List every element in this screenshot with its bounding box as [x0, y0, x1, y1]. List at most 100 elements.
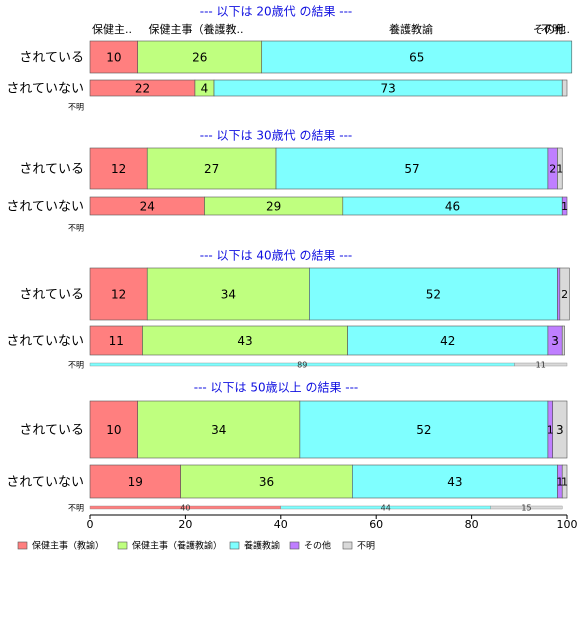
bar-segment — [309, 267, 558, 321]
x-tick-label: 60 — [369, 518, 383, 531]
row-label: されている — [19, 423, 84, 438]
bar-segment — [89, 267, 148, 321]
value-label: 10 — [106, 51, 121, 65]
value-label: 1 — [547, 424, 554, 437]
value-label: 10 — [106, 423, 121, 437]
header-label-1: 保健主事（養護教.. — [149, 22, 244, 36]
x-tick-label: 20 — [178, 518, 192, 531]
value-label: 26 — [192, 51, 207, 65]
panel-title-1: --- 以下は 30歳代 の結果 --- — [200, 129, 353, 143]
row-label: されていない — [6, 200, 84, 215]
bar-segment — [137, 400, 301, 459]
value-label: 3 — [556, 423, 564, 437]
header-label-2: 養護教諭 — [389, 22, 433, 36]
row-label: されている — [19, 162, 84, 177]
row-label: されている — [19, 288, 84, 303]
legend-swatch — [342, 541, 353, 550]
legend-swatch — [229, 541, 240, 550]
value-label: 4 — [201, 82, 209, 96]
unknown-bar-segment — [514, 362, 568, 367]
value-label: 3 — [551, 334, 559, 348]
legend-swatch — [289, 541, 300, 550]
bar-segment — [142, 325, 348, 356]
unknown-value-label: 89 — [297, 361, 307, 370]
bar-segment — [180, 464, 353, 499]
bar-segment — [275, 147, 549, 190]
bar-segment — [352, 464, 558, 499]
unknown-value-label: 40 — [180, 504, 190, 513]
legend-label: 養護教諭 — [244, 540, 280, 552]
panel-title-0: --- 以下は 20歳代 の結果 --- — [200, 5, 353, 19]
bar-segment — [89, 400, 139, 459]
row-label: されていない — [6, 475, 84, 490]
value-label: 73 — [380, 82, 395, 96]
value-label: 34 — [221, 288, 236, 302]
x-tick-label: 40 — [274, 518, 288, 531]
legend-swatch — [17, 541, 28, 550]
x-tick-label: 0 — [87, 518, 94, 531]
bar-segment — [552, 400, 568, 459]
value-label: 1 — [561, 200, 568, 213]
panel-title-3: --- 以下は 50歳以上 の結果 --- — [194, 381, 359, 395]
value-label: 52 — [426, 288, 441, 302]
value-label: 12 — [111, 162, 126, 176]
bar-segment — [557, 267, 561, 321]
bar-segment — [146, 147, 277, 190]
row-label: されていない — [6, 334, 84, 349]
bar-segment — [561, 196, 568, 216]
bar-segment — [561, 325, 565, 356]
value-label: 1 — [556, 476, 563, 489]
bar-segment — [146, 267, 310, 321]
value-label: 12 — [111, 288, 126, 302]
value-label: 1 — [561, 476, 568, 489]
x-tick-label: 100 — [557, 518, 578, 531]
unknown-value-label: 44 — [381, 504, 391, 513]
legend-label: 不明 — [357, 541, 375, 552]
bar-segment — [557, 147, 563, 190]
unknown-row-label: 不明 — [68, 504, 84, 513]
value-label: 1 — [556, 163, 563, 176]
bar-segment — [89, 464, 181, 499]
value-label: 42 — [440, 334, 455, 348]
unknown-row-label: 不明 — [68, 224, 84, 233]
value-label: 24 — [140, 200, 155, 214]
value-label: 43 — [237, 334, 252, 348]
value-label: 65 — [409, 51, 424, 65]
value-label: 34 — [211, 423, 226, 437]
bar-segment — [137, 40, 263, 74]
unknown-value-label: 11 — [536, 361, 546, 370]
legend-swatch — [117, 541, 128, 550]
bar-segment — [299, 400, 549, 459]
x-tick-label: 80 — [465, 518, 479, 531]
row-label: されていない — [6, 82, 84, 97]
bar-segment — [561, 79, 568, 97]
bar-segment — [89, 325, 143, 356]
value-label: 22 — [135, 82, 150, 96]
header-label-4: 不明.. — [541, 23, 570, 36]
legend-label: その他 — [304, 540, 331, 552]
legend-label: 保健主事（養護教諭） — [132, 540, 222, 552]
header-label-0: 保健主.. — [92, 22, 132, 36]
header-label-3: その他 — [533, 23, 566, 36]
legend-label: 保健主事（教諭） — [32, 540, 104, 552]
value-label: 27 — [204, 162, 219, 176]
value-label: 52 — [416, 423, 431, 437]
value-label: 36 — [259, 475, 274, 489]
value-label: 2 — [561, 288, 568, 301]
value-label: 29 — [266, 200, 281, 214]
value-label: 2 — [549, 163, 556, 176]
unknown-row-label: 不明 — [68, 361, 84, 370]
value-label: 46 — [445, 200, 460, 214]
bar-segment — [89, 147, 148, 190]
row-label: されている — [19, 51, 84, 66]
value-label: 43 — [447, 475, 462, 489]
unknown-row-label: 不明 — [68, 103, 84, 112]
bar-segment — [561, 464, 568, 499]
unknown-value-label: 15 — [521, 504, 531, 513]
bar-segment — [559, 267, 570, 321]
value-label: 19 — [128, 475, 143, 489]
value-label: 57 — [404, 162, 419, 176]
panel-title-2: --- 以下は 40歳代 の結果 --- — [200, 249, 353, 263]
value-label: 11 — [109, 334, 124, 348]
